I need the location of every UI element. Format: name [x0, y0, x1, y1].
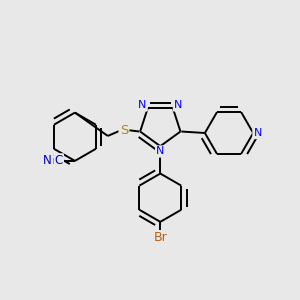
Text: N: N	[43, 154, 52, 167]
Text: S: S	[119, 124, 129, 136]
Text: Br: Br	[153, 231, 167, 244]
Text: S: S	[120, 124, 128, 136]
Text: Br: Br	[153, 231, 167, 244]
Text: N: N	[174, 100, 182, 110]
Text: N: N	[254, 128, 262, 138]
Text: N: N	[43, 154, 52, 167]
Text: C: C	[55, 154, 63, 167]
Text: N: N	[254, 128, 262, 138]
Text: C: C	[55, 154, 63, 167]
Text: N: N	[138, 100, 147, 110]
Text: N: N	[138, 100, 147, 110]
Text: N: N	[156, 146, 164, 157]
Text: N: N	[156, 146, 164, 157]
Text: N: N	[174, 100, 182, 110]
